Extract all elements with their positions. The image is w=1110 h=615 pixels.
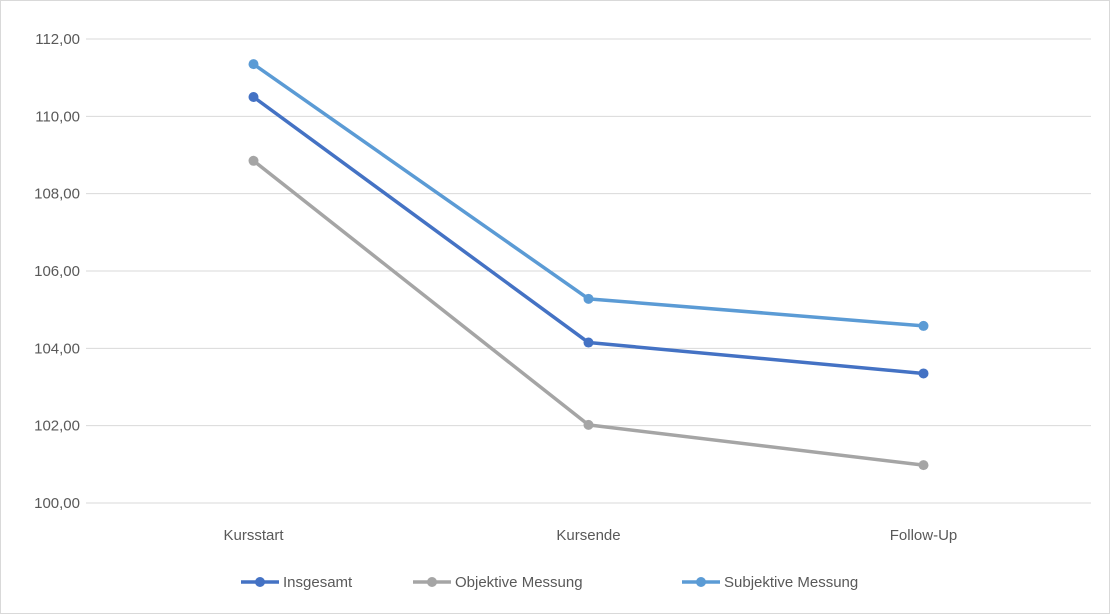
data-point	[918, 368, 929, 379]
y-tick-label: 106,00	[34, 263, 80, 280]
series-2	[248, 155, 929, 471]
legend-item: Objektive Messung	[413, 574, 583, 591]
legend-item: Subjektive Messung	[682, 574, 858, 591]
legend-swatch-marker	[255, 577, 265, 587]
data-point	[248, 155, 259, 166]
y-tick-label: 112,00	[35, 31, 80, 48]
x-axis-tick-labels: Kursstart Kursende Follow-Up	[223, 527, 957, 544]
y-axis-tick-labels: 100,00 102,00 104,00 106,00 108,00 110,00 112,…	[34, 31, 80, 512]
y-tick-label: 108,00	[34, 186, 80, 203]
legend-label: Insgesamt	[283, 574, 353, 591]
data-point	[583, 419, 594, 430]
x-tick-label: Kursstart	[223, 527, 284, 544]
data-point	[248, 92, 259, 102]
y-tick-label: 100,00	[34, 495, 80, 512]
series-line	[251, 95, 926, 376]
y-tick-label: 102,00	[34, 418, 80, 435]
series-line	[251, 62, 926, 328]
data-point	[918, 320, 929, 331]
legend: Insgesamt Objektive Messung Subjektive Mes…	[241, 574, 858, 591]
data-point	[918, 460, 929, 471]
x-tick-label: Kursende	[556, 527, 620, 544]
legend-swatch-marker	[427, 577, 437, 587]
gridlines	[86, 38, 1091, 504]
legend-swatch-marker	[696, 577, 706, 587]
legend-label: Objektive Messung	[455, 574, 583, 591]
series-1	[248, 92, 929, 379]
x-tick-label: Follow-Up	[890, 527, 958, 544]
data-point	[583, 337, 594, 348]
data-point	[248, 59, 259, 70]
y-tick-label: 104,00	[34, 340, 80, 357]
y-tick-label: 110,00	[35, 108, 80, 125]
legend-label: Subjektive Messung	[724, 574, 858, 591]
series-lines	[248, 59, 929, 471]
series-3	[248, 59, 929, 331]
legend-item: Insgesamt	[241, 574, 353, 591]
series-line	[251, 159, 926, 467]
data-point	[583, 293, 594, 304]
